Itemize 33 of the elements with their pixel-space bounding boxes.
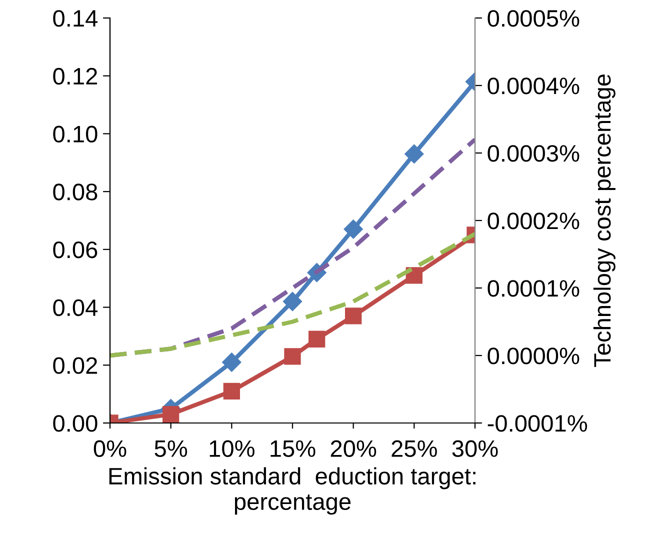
y-tick-label: 0.14 xyxy=(53,10,98,27)
point xyxy=(162,406,180,423)
y2-tick-label: 0.0003% xyxy=(488,145,580,162)
y2-axis-title: Technology cost percentage xyxy=(593,74,616,367)
x-tick-label: 10% xyxy=(210,440,254,458)
x-tick-label: 15% xyxy=(270,440,316,458)
y-tick-label: 0.08 xyxy=(53,184,98,200)
y2-tick-label: 0.0005% xyxy=(488,10,580,27)
y2-tick-label: 0.0002% xyxy=(488,212,580,230)
y2-tick-label: -0.0001% xyxy=(488,415,588,432)
point xyxy=(308,330,326,348)
y-tick-label: 0.00 xyxy=(53,415,98,432)
point xyxy=(345,308,362,324)
x-tick-label: 25% xyxy=(392,440,437,458)
x-tick-label: 0% xyxy=(94,440,126,458)
y-tick-label: 0.10 xyxy=(53,126,98,142)
y-tick-label: 0.04 xyxy=(53,299,98,316)
x-tick-label: 5% xyxy=(154,440,188,458)
point xyxy=(223,382,240,400)
y-tick-label: 0.12 xyxy=(53,68,98,85)
point xyxy=(404,144,424,164)
y-tick-label: 0.02 xyxy=(53,357,98,374)
y-tick-label: 0.06 xyxy=(53,241,98,258)
y2-tick-label: 0.0000% xyxy=(488,348,580,364)
point xyxy=(282,292,302,312)
x-tick-label: 20% xyxy=(330,440,376,458)
y2-tick-label: 0.0004% xyxy=(488,78,580,94)
x-tick-label: 30% xyxy=(452,440,498,458)
y2-tick-label: 0.0001% xyxy=(488,280,580,297)
point xyxy=(284,348,301,365)
x-axis-title: Emission standard eduction target: percentage xyxy=(109,467,476,515)
point xyxy=(344,220,363,239)
point xyxy=(222,352,242,372)
